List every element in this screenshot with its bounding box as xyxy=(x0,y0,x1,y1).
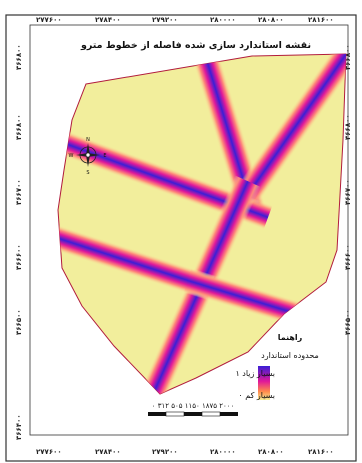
y-axis-left: ۳۶۶۸۰۰ ۳۶۶۸۰۰ ۳۶۶۷۰۰ ۳۶۶۶۰۰ ۳۶۶۵۰۰ ۳۶۶۴۰… xyxy=(15,44,23,440)
legend-color-ramp xyxy=(258,366,270,400)
x-tick-top-2: ۲۷۸۴۰۰ xyxy=(95,16,121,24)
y-tick-left-5: ۳۶۶۵۰۰ xyxy=(15,309,23,335)
y-axis-right: ۳۶۶۸۰۰ ۳۶۶۸۰۰ ۳۶۶۷۰۰ ۳۶۶۶۰۰ ۳۶۶۵۰۰ xyxy=(344,44,352,335)
map-inner-border xyxy=(29,24,349,436)
scale-bar: ۰ ۳۱۲ ۵۰۵ ۱۱۵۰ ۱۸۷۵ ۲۰۰۰ xyxy=(148,402,238,417)
y-tick-left-3: ۳۶۶۷۰۰ xyxy=(15,179,23,205)
map-title: نقشه استاندارد سازی شده فاصله از خطوط مت… xyxy=(80,40,311,51)
x-tick-top-3: ۲۷۹۲۰۰ xyxy=(152,16,178,24)
y-tick-right-3: ۳۶۶۷۰۰ xyxy=(344,179,352,205)
legend-low-label: بسیار کم ۰ xyxy=(238,391,275,400)
x-tick-bottom-6: ۲۸۱۶۰۰ xyxy=(308,448,334,456)
metro-bands xyxy=(58,54,346,394)
y-tick-right-5: ۳۶۶۵۰۰ xyxy=(344,309,352,335)
x-tick-bottom-1: ۲۷۷۶۰۰ xyxy=(36,448,62,456)
y-tick-right-4: ۳۶۶۶۰۰ xyxy=(344,244,352,270)
metro-band-trunk xyxy=(129,175,261,394)
north-arrow-icon: N S E W xyxy=(69,137,107,176)
x-tick-top-5: ۲۸۰۸۰۰ xyxy=(258,16,284,24)
legend-heading: راهنما xyxy=(278,333,303,342)
x-tick-top-6: ۲۸۱۶۰۰ xyxy=(308,16,334,24)
compass-n: N xyxy=(86,137,90,143)
y-tick-left-4: ۳۶۶۶۰۰ xyxy=(15,244,23,270)
metro-band-west xyxy=(58,126,273,230)
legend: راهنما محدوده استاندارد بسیار زیاد ۱ بسی… xyxy=(235,333,319,400)
compass-e: E xyxy=(103,153,106,159)
x-tick-bottom-2: ۲۷۸۴۰۰ xyxy=(95,448,121,456)
x-axis-bottom: ۲۷۷۶۰۰ ۲۷۸۴۰۰ ۲۷۹۲۰۰ ۲۸۰۰۰۰ ۲۸۰۸۰۰ ۲۸۱۶۰… xyxy=(36,448,334,456)
compass-w: W xyxy=(69,153,74,159)
y-tick-left-2: ۳۶۶۸۰۰ xyxy=(15,114,23,140)
y-tick-right-2: ۳۶۶۸۰۰ xyxy=(344,114,352,140)
metro-band-southwest xyxy=(58,219,215,301)
metro-band-northeast xyxy=(234,54,346,206)
x-tick-top-1: ۲۷۷۶۰۰ xyxy=(36,16,62,24)
scale-bar-label: ۰ ۳۱۲ ۵۰۵ ۱۱۵۰ ۱۸۷۵ ۲۰۰۰ xyxy=(152,402,235,410)
legend-high-label: بسیار زیاد ۱ xyxy=(235,369,275,378)
x-tick-bottom-4: ۲۸۰۰۰۰ xyxy=(210,448,236,456)
y-tick-left-6: ۳۶۶۴۰۰ xyxy=(15,414,23,440)
legend-subheading: محدوده استاندارد xyxy=(261,351,319,360)
compass-s: S xyxy=(86,170,89,176)
metro-band-southeast xyxy=(183,268,307,328)
metro-band-north xyxy=(183,54,267,215)
y-tick-right-1: ۳۶۶۸۰۰ xyxy=(344,44,352,70)
x-tick-bottom-3: ۲۷۹۲۰۰ xyxy=(152,448,178,456)
x-tick-bottom-5: ۲۸۰۸۰۰ xyxy=(258,448,284,456)
y-tick-left-1: ۳۶۶۸۰۰ xyxy=(15,44,23,70)
x-axis-top: ۲۷۷۶۰۰ ۲۷۸۴۰۰ ۲۷۹۲۰۰ ۲۸۰۰۰۰ ۲۸۰۸۰۰ ۲۸۱۶۰… xyxy=(36,16,334,24)
x-tick-top-4: ۲۸۰۰۰۰ xyxy=(210,16,236,24)
